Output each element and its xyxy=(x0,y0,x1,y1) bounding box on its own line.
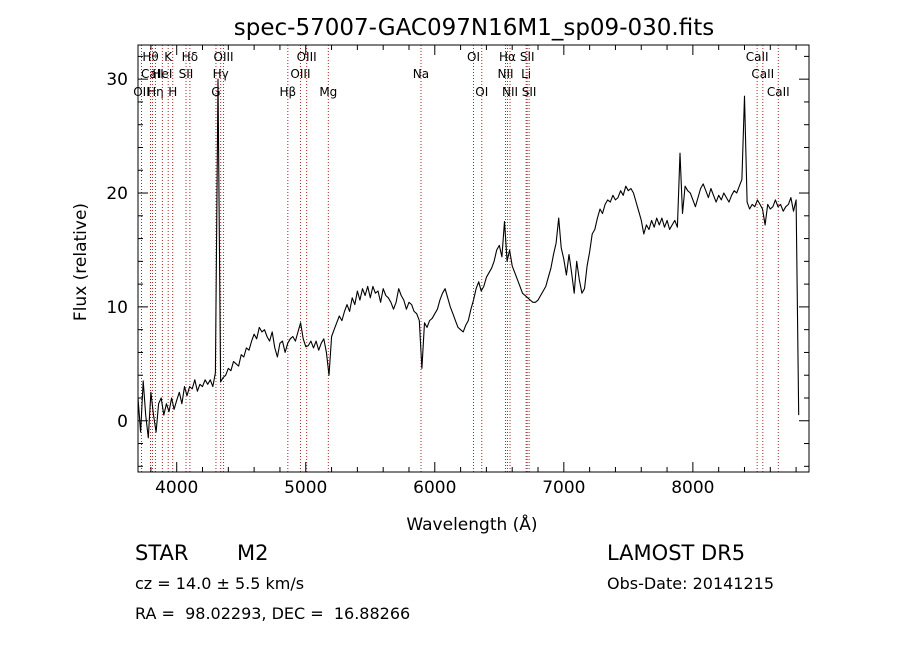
marker-label-22: SII xyxy=(520,50,535,64)
x-tick-label-3: 7000 xyxy=(542,478,585,498)
x-tick-label-4: 8000 xyxy=(671,478,714,498)
marker-label-10: Hγ xyxy=(213,67,229,81)
marker-label-5: K xyxy=(164,50,173,64)
marker-label-18: OI xyxy=(475,85,488,99)
spectrum-series xyxy=(137,78,800,439)
marker-label-14: OIII xyxy=(297,50,317,64)
line-markers: HθCaIIOIIHηHeIKHSIIHδGHγOIIIHβOIIIOIIIMg… xyxy=(133,45,790,472)
marker-label-20: Hα xyxy=(499,50,516,64)
object-subclass: M2 xyxy=(237,541,269,565)
marker-label-15: Mg xyxy=(319,85,337,99)
marker-label-3: Hη xyxy=(147,85,164,99)
marker-label-17: OI xyxy=(467,50,480,64)
plot-frame xyxy=(137,44,810,473)
marker-label-26: CaII xyxy=(751,67,774,81)
marker-label-6: H xyxy=(168,85,177,99)
chart-title: spec-57007-GAC097N16M1_sp09-030.fits xyxy=(234,15,714,41)
y-tick-label-3: 30 xyxy=(106,70,128,90)
x-tick-label-1: 5000 xyxy=(284,478,327,498)
y-tick-label-1: 10 xyxy=(106,298,128,318)
marker-label-24: SII xyxy=(522,85,537,99)
y-axis-label: Flux (relative) xyxy=(71,203,91,321)
marker-label-9: G xyxy=(211,85,220,99)
marker-label-11: OIII xyxy=(214,50,234,64)
marker-label-25: CaII xyxy=(746,50,769,64)
marker-label-8: Hδ xyxy=(182,50,198,64)
marker-label-21: NII xyxy=(502,85,518,99)
x-axis-label: Wavelength (Å) xyxy=(406,513,537,535)
x-tick-label-2: 6000 xyxy=(413,478,456,498)
marker-label-7: SII xyxy=(179,67,194,81)
y-tick-label-2: 20 xyxy=(106,184,128,204)
marker-label-2: OII xyxy=(133,85,150,99)
marker-label-16: Na xyxy=(413,67,429,81)
marker-label-13: OIII xyxy=(290,67,310,81)
marker-label-12: Hβ xyxy=(279,85,296,99)
marker-label-23: Li xyxy=(521,67,531,81)
y-tick-label-0: 0 xyxy=(117,412,128,432)
x-tick-label-0: 4000 xyxy=(155,478,198,498)
coordinates: RA = 98.02293, DEC = 16.88266 xyxy=(135,604,411,623)
object-class: STAR xyxy=(135,541,189,565)
marker-label-19: NII xyxy=(497,67,513,81)
spectrum-line xyxy=(137,78,800,439)
obs-date: Obs-Date: 20141215 xyxy=(607,574,775,593)
marker-label-4: HeI xyxy=(152,67,172,81)
redshift-value: cz = 14.0 ± 5.5 km/s xyxy=(135,574,305,593)
survey-name: LAMOST DR5 xyxy=(607,541,746,565)
axes: 4000 5000 6000 7000 8000 0 10 20 30 xyxy=(106,44,810,498)
marker-label-27: CaII xyxy=(767,85,790,99)
marker-label-0: Hθ xyxy=(142,50,158,64)
marker-label-1: CaII xyxy=(141,67,164,81)
